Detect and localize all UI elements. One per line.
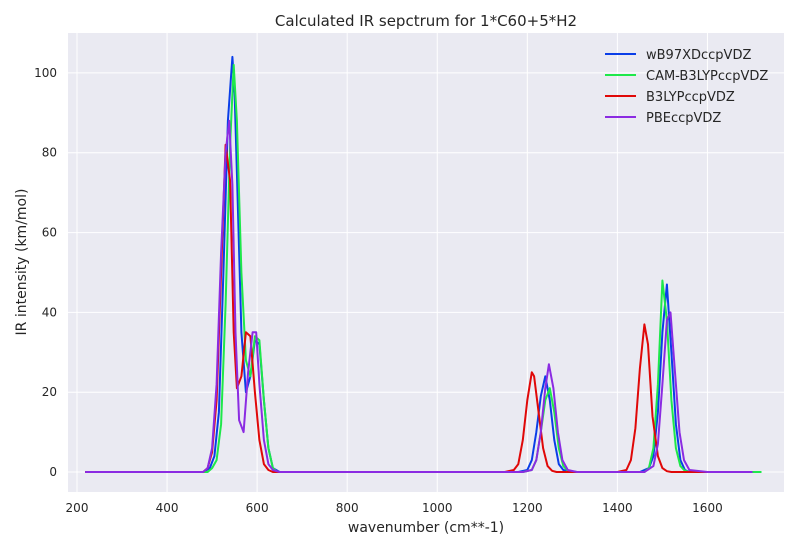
chart-title: Calculated IR sepctrum for 1*C60+5*H2	[275, 12, 577, 30]
x-tick-label: 200	[66, 501, 89, 515]
x-axis-label: wavenumber (cm**-1)	[348, 520, 504, 536]
x-tick-label: 800	[336, 501, 359, 515]
y-tick-label: 100	[34, 66, 57, 80]
x-tick-label: 1200	[512, 501, 543, 515]
y-tick-label: 60	[42, 226, 57, 240]
y-tick-label: 0	[49, 465, 57, 479]
legend-label: wB97XDccpVDZ	[646, 48, 751, 63]
y-tick-label: 20	[42, 385, 57, 399]
plot-background	[68, 33, 784, 492]
legend-label: PBEccpVDZ	[646, 111, 721, 126]
x-tick-labels: 200 400 600 800 1000 1200 1400 1600	[66, 501, 723, 515]
x-tick-label: 1400	[602, 501, 633, 515]
x-tick-label: 400	[156, 501, 179, 515]
y-tick-labels: 0 20 40 60 80 100	[34, 66, 57, 479]
x-tick-label: 1000	[422, 501, 453, 515]
legend-label: B3LYPccpVDZ	[646, 90, 735, 105]
y-tick-label: 80	[42, 146, 57, 160]
x-tick-label: 600	[246, 501, 269, 515]
series-line-3	[85, 143, 753, 473]
x-tick-label: 1600	[692, 501, 723, 515]
series-lines	[85, 55, 762, 473]
legend: wB97XDccpVDZ CAM-B3LYPccpVDZ B3LYPccpVDZ PB…	[605, 48, 768, 126]
y-axis-label: IR intensity (km/mol)	[14, 189, 30, 336]
y-tick-label: 40	[42, 305, 57, 319]
series-line-4	[85, 119, 753, 473]
legend-label: CAM-B3LYPccpVDZ	[646, 69, 768, 84]
